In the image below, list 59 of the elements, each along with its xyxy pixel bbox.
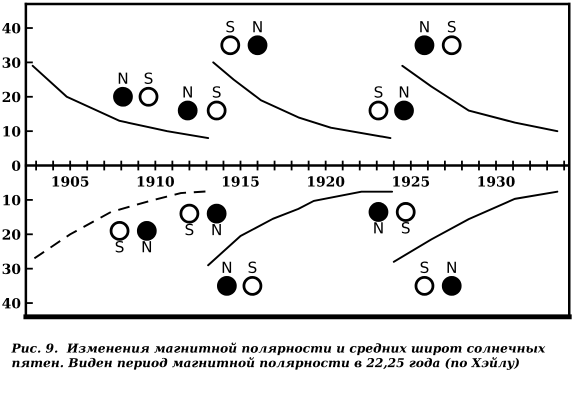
- data-label: N: [420, 21, 429, 32]
- point: [110, 220, 130, 241]
- x-tick-label: 1930: [478, 176, 515, 187]
- point: [206, 204, 227, 224]
- line-series: [392, 190, 558, 263]
- x-tick-label: 1920: [308, 176, 344, 187]
- point: [442, 276, 462, 296]
- data-label: N: [183, 86, 192, 98]
- data-label: S: [186, 224, 194, 236]
- point: [368, 202, 388, 222]
- data-label: N: [142, 241, 152, 252]
- data-label: S: [448, 20, 456, 32]
- data-label: N: [253, 21, 262, 32]
- data-label: N: [222, 262, 232, 273]
- data-label: N: [448, 262, 456, 273]
- y-tick-label: 10: [3, 194, 20, 206]
- data-label: N: [374, 222, 383, 234]
- text: Рис. 9. Изменения магнитной полярности и средних широт солнечных пятен. Виден период магнитной полярности в 22,25 года (по Хэйлу): [11, 342, 546, 370]
- data-label: S: [248, 262, 256, 274]
- point: [414, 35, 434, 56]
- point: [442, 35, 462, 56]
- y-tick-label: 20: [2, 92, 20, 102]
- point: [414, 276, 434, 296]
- x-tick-label: 1915: [222, 176, 259, 187]
- point: [248, 35, 268, 56]
- y-tick-label: 40: [2, 298, 20, 309]
- line-series: [212, 61, 392, 140]
- y-tick-label: 20: [2, 229, 20, 240]
- data-label: N: [400, 86, 408, 98]
- point: [242, 276, 262, 296]
- point: [216, 276, 237, 296]
- point: [138, 86, 158, 107]
- data-label: N: [118, 72, 128, 84]
- point: [113, 86, 133, 107]
- point: [394, 100, 414, 120]
- x-tick-label: 1910: [138, 176, 174, 187]
- data-label: S: [212, 86, 221, 98]
- line-series: [401, 64, 558, 132]
- data-label: S: [420, 262, 428, 274]
- point: [180, 204, 200, 224]
- y-tick-label: 10: [3, 126, 20, 137]
- data-label: S: [402, 222, 410, 234]
- data-label: S: [116, 240, 124, 252]
- y-tick-label: 40: [2, 22, 20, 34]
- point: [368, 100, 388, 120]
- point: [206, 100, 227, 120]
- x-tick-label: 1905: [52, 176, 88, 187]
- y-tick-label: 0: [12, 160, 20, 172]
- point: [396, 202, 416, 222]
- x-tick-label: 1925: [393, 176, 430, 187]
- data-label: S: [144, 72, 153, 84]
- data-label: S: [374, 86, 382, 98]
- data-label: N: [212, 224, 221, 236]
- y-tick-label: 30: [2, 57, 20, 68]
- y-tick-label: 30: [2, 264, 20, 274]
- point: [178, 100, 198, 120]
- data-label: S: [226, 20, 234, 32]
- point: [136, 220, 157, 241]
- point: [220, 35, 240, 56]
